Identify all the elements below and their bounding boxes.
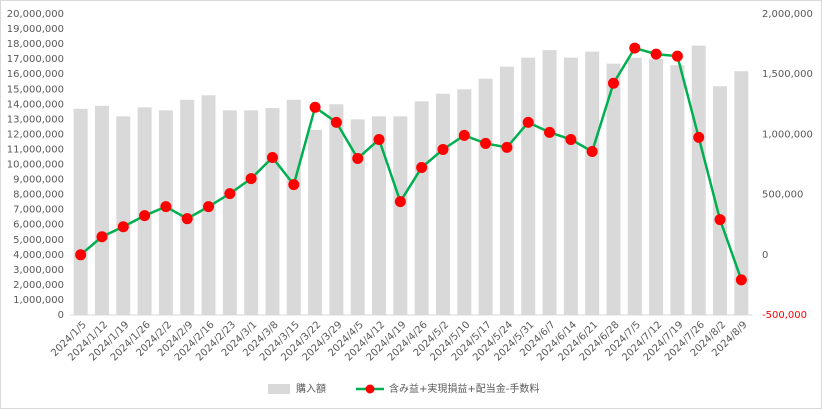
marker <box>607 77 619 89</box>
y-tick-label: 1,000,000 <box>13 295 64 306</box>
y-tick-label: 2,000,000 <box>13 280 64 291</box>
marker <box>458 129 470 141</box>
marker <box>160 201 172 213</box>
marker <box>416 162 428 174</box>
bar <box>265 108 280 315</box>
bar <box>521 57 536 316</box>
marker <box>181 213 193 225</box>
y-tick-label: 14,000,000 <box>7 99 64 110</box>
bar <box>478 78 493 315</box>
bar <box>329 104 344 315</box>
bar <box>393 116 408 315</box>
bar <box>499 66 514 315</box>
marker <box>96 231 108 243</box>
marker <box>309 101 321 113</box>
bar <box>670 65 685 315</box>
y-tick-label: 17,000,000 <box>7 54 64 65</box>
y-tick-label: 5,000,000 <box>13 235 64 246</box>
marker <box>693 131 705 143</box>
marker <box>714 214 726 226</box>
y-tick-label: 11,000,000 <box>7 144 64 155</box>
y-tick-label: 0 <box>58 310 64 321</box>
y-tick-label: 4,000,000 <box>13 250 64 261</box>
bar <box>244 110 259 315</box>
marker <box>629 42 641 54</box>
marker <box>224 188 236 200</box>
marker <box>480 137 492 149</box>
bar <box>627 57 642 316</box>
bar <box>606 63 621 315</box>
bar <box>457 89 472 315</box>
bar <box>73 108 88 315</box>
marker <box>394 196 406 208</box>
y-tick-label: 18,000,000 <box>7 39 64 50</box>
marker <box>586 145 598 157</box>
y-tick-label: 20,000,000 <box>7 9 64 20</box>
bar <box>563 57 578 316</box>
marker <box>266 152 278 164</box>
y-tick-label: 6,000,000 <box>13 220 64 231</box>
y-tick-label: 10,000,000 <box>7 160 64 171</box>
bar <box>180 99 195 315</box>
legend-label: 購入額 <box>296 382 326 395</box>
y-tick-label: 16,000,000 <box>7 69 64 80</box>
marker <box>437 143 449 155</box>
marker <box>245 173 257 185</box>
marker <box>139 210 151 222</box>
marker <box>671 50 683 62</box>
bar <box>713 86 728 316</box>
bar <box>222 110 237 315</box>
bar <box>372 116 387 315</box>
y2-tick-label: -500,000 <box>762 310 807 321</box>
bar <box>116 116 131 315</box>
y2-tick-label: 2,000,000 <box>762 9 813 20</box>
y-tick-label: 7,000,000 <box>13 205 64 216</box>
y-tick-label: 19,000,000 <box>7 24 64 35</box>
marker <box>203 201 215 213</box>
y2-tick-label: 1,500,000 <box>762 69 813 80</box>
bar <box>414 101 429 315</box>
bar <box>308 129 323 315</box>
bar <box>350 119 365 315</box>
y2-tick-label: 500,000 <box>762 190 803 201</box>
marker <box>735 274 747 286</box>
marker <box>544 126 556 138</box>
y-tick-label: 3,000,000 <box>13 265 64 276</box>
bar <box>585 51 600 315</box>
y-tick-label: 13,000,000 <box>7 114 64 125</box>
y-tick-label: 15,000,000 <box>7 84 64 95</box>
bar <box>94 105 109 316</box>
bar <box>734 71 749 315</box>
marker <box>565 133 577 145</box>
marker <box>501 141 513 153</box>
marker <box>352 152 364 164</box>
marker <box>330 116 342 128</box>
y2-tick-label: 0 <box>762 250 768 261</box>
y-tick-label: 9,000,000 <box>13 175 64 186</box>
legend-marker <box>365 384 375 394</box>
bar <box>158 110 173 315</box>
bar <box>542 50 557 316</box>
y-tick-label: 12,000,000 <box>7 129 64 140</box>
bar <box>286 99 301 315</box>
y-tick-label: 8,000,000 <box>13 190 64 201</box>
marker <box>650 48 662 60</box>
legend-label: 含み益+実現損益+配当金-手数料 <box>389 382 539 395</box>
bar <box>435 93 450 315</box>
bar <box>691 45 706 315</box>
legend-swatch <box>268 384 290 394</box>
marker <box>75 249 87 261</box>
marker <box>288 179 300 191</box>
marker <box>117 221 129 233</box>
marker <box>522 116 534 128</box>
marker <box>373 133 385 145</box>
bar <box>649 59 664 316</box>
y2-tick-label: 1,000,000 <box>762 129 813 140</box>
